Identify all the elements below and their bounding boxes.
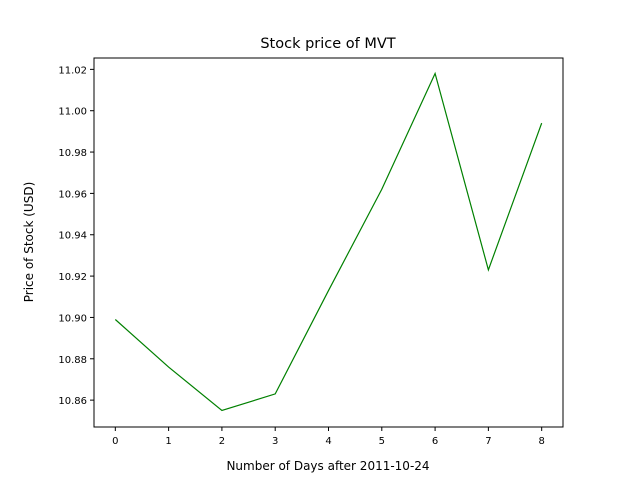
y-tick-label: 10.90 [58,313,87,324]
y-tick-label: 11.02 [58,65,87,76]
x-tick-label: 4 [325,436,331,447]
y-tick-label: 10.98 [58,148,87,159]
y-tick-label: 10.86 [58,396,87,407]
y-tick-label: 10.92 [58,272,87,283]
x-tick-label: 6 [432,436,438,447]
x-tick-label: 1 [165,436,171,447]
x-tick-label: 0 [112,436,118,447]
x-axis: 0 1 2 3 4 5 6 7 8 [112,427,545,447]
y-axis: 10.86 10.88 10.90 10.92 10.94 10.96 10.98 11.00… [58,65,94,407]
x-axis-label: Number of Days after 2011-10-24 [226,459,429,473]
y-tick-label: 10.88 [58,355,87,366]
plot-area [93,57,564,428]
x-tick-label: 7 [485,436,491,447]
x-tick-label: 5 [379,436,385,447]
plot-frame [93,57,564,428]
y-tick-label: 10.94 [58,231,87,242]
y-axis-label: Price of Stock (USD) [22,182,36,303]
chart-title: Stock price of MVT [260,36,395,52]
x-tick-label: 2 [219,436,225,447]
series-line-0 [114,71,543,412]
series-layer [114,71,543,412]
y-tick-label: 11.00 [58,107,87,118]
y-tick-label: 10.96 [58,189,87,200]
x-tick-label: 8 [538,436,544,447]
x-tick-label: 3 [272,436,278,447]
